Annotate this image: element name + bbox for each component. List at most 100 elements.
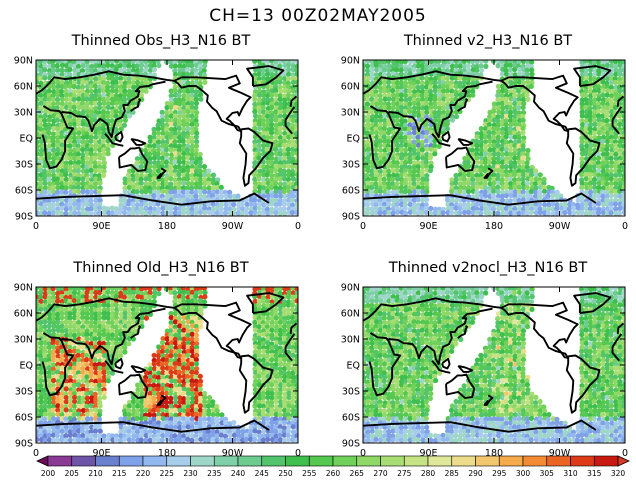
obs-dot bbox=[189, 336, 195, 342]
obs-dot bbox=[294, 210, 298, 216]
obs-dot bbox=[75, 311, 81, 317]
obs-dot bbox=[407, 159, 413, 165]
obs-dot bbox=[172, 287, 178, 291]
obs-dot bbox=[84, 201, 90, 207]
obs-dot bbox=[402, 152, 409, 158]
obs-dot bbox=[269, 335, 275, 342]
obs-dot bbox=[596, 180, 602, 186]
obs-dot bbox=[105, 143, 111, 149]
obs-dot bbox=[273, 92, 279, 98]
obs-dot bbox=[385, 88, 391, 94]
obs-dot bbox=[604, 181, 610, 187]
obs-dot bbox=[59, 189, 65, 195]
obs-dot bbox=[252, 176, 258, 182]
obs-dot bbox=[385, 60, 391, 64]
obs-dot bbox=[382, 172, 388, 178]
obs-dot bbox=[63, 328, 69, 334]
obs-dot bbox=[92, 83, 98, 89]
obs-dot bbox=[143, 210, 149, 216]
obs-dot bbox=[63, 202, 69, 208]
obs-dot bbox=[131, 176, 137, 182]
obs-dot bbox=[390, 88, 396, 94]
obs-dot bbox=[189, 71, 195, 77]
obs-dot bbox=[273, 311, 279, 317]
obs-dot bbox=[46, 176, 52, 182]
obs-dot bbox=[101, 105, 107, 111]
obs-dot bbox=[281, 399, 287, 405]
obs-dot bbox=[382, 113, 388, 119]
obs-dot bbox=[72, 403, 78, 409]
obs-dot bbox=[277, 201, 283, 207]
obs-dot bbox=[415, 210, 421, 216]
obs-dot bbox=[147, 206, 153, 212]
obs-dot bbox=[256, 121, 262, 127]
obs-dot bbox=[617, 121, 623, 127]
obs-dot bbox=[126, 63, 132, 69]
obs-dot bbox=[415, 101, 422, 107]
obs-dot bbox=[76, 104, 82, 111]
obs-dot bbox=[542, 188, 548, 194]
obs-dot bbox=[105, 374, 111, 380]
obs-dot bbox=[277, 172, 283, 178]
obs-dot bbox=[621, 60, 625, 65]
obs-dot bbox=[205, 201, 211, 207]
obs-dot bbox=[109, 60, 115, 64]
obs-dot bbox=[184, 185, 191, 191]
obs-dot bbox=[68, 332, 74, 338]
obs-dot bbox=[391, 172, 397, 178]
obs-dot bbox=[37, 332, 44, 338]
obs-dot bbox=[461, 189, 467, 195]
obs-dot bbox=[63, 395, 69, 401]
obs-dot bbox=[449, 197, 455, 204]
obs-dot bbox=[118, 306, 124, 312]
obs-dot bbox=[537, 180, 543, 186]
obs-dot bbox=[189, 323, 196, 329]
obs-dot bbox=[164, 348, 170, 354]
obs-dot bbox=[415, 134, 421, 140]
obs-dot bbox=[194, 327, 200, 333]
obs-dot bbox=[197, 159, 203, 165]
obs-dot bbox=[373, 113, 379, 119]
obs-dot bbox=[507, 109, 514, 115]
obs-dot bbox=[470, 88, 476, 94]
obs-dot bbox=[269, 121, 275, 128]
obs-dot bbox=[93, 370, 99, 376]
obs-dot bbox=[363, 181, 367, 187]
obs-dot bbox=[440, 75, 446, 81]
obs-dot bbox=[621, 67, 625, 73]
obs-dot bbox=[172, 319, 178, 325]
obs-dot bbox=[168, 328, 174, 334]
obs-dot bbox=[591, 130, 597, 136]
coastline bbox=[363, 192, 597, 206]
obs-dot bbox=[72, 370, 78, 376]
obs-dot bbox=[508, 71, 514, 77]
obs-dot bbox=[92, 324, 99, 330]
obs-dot bbox=[71, 96, 77, 103]
obs-dot bbox=[545, 210, 551, 216]
obs-dot bbox=[256, 403, 263, 409]
obs-dot bbox=[273, 210, 279, 216]
obs-dot bbox=[113, 302, 119, 308]
obs-dot bbox=[176, 366, 182, 372]
obs-dot bbox=[168, 310, 174, 317]
obs-dot bbox=[499, 164, 505, 170]
obs-dot bbox=[517, 67, 523, 73]
obs-dot bbox=[72, 391, 78, 397]
obs-dot bbox=[363, 206, 366, 212]
obs-dot bbox=[365, 83, 371, 89]
obs-dot bbox=[42, 96, 48, 102]
obs-dot bbox=[402, 167, 408, 173]
coastline bbox=[61, 80, 166, 139]
obs-dot bbox=[277, 96, 283, 102]
obs-dot bbox=[269, 130, 275, 136]
obs-dot bbox=[71, 348, 77, 354]
obs-dot bbox=[583, 75, 589, 81]
obs-dot bbox=[177, 323, 183, 329]
obs-dot bbox=[394, 117, 400, 124]
obs-dot bbox=[381, 84, 387, 90]
obs-dot bbox=[93, 197, 99, 204]
obs-dot bbox=[185, 395, 191, 401]
obs-dot bbox=[189, 210, 195, 216]
obs-dot bbox=[38, 290, 44, 296]
obs-dot bbox=[507, 62, 513, 68]
